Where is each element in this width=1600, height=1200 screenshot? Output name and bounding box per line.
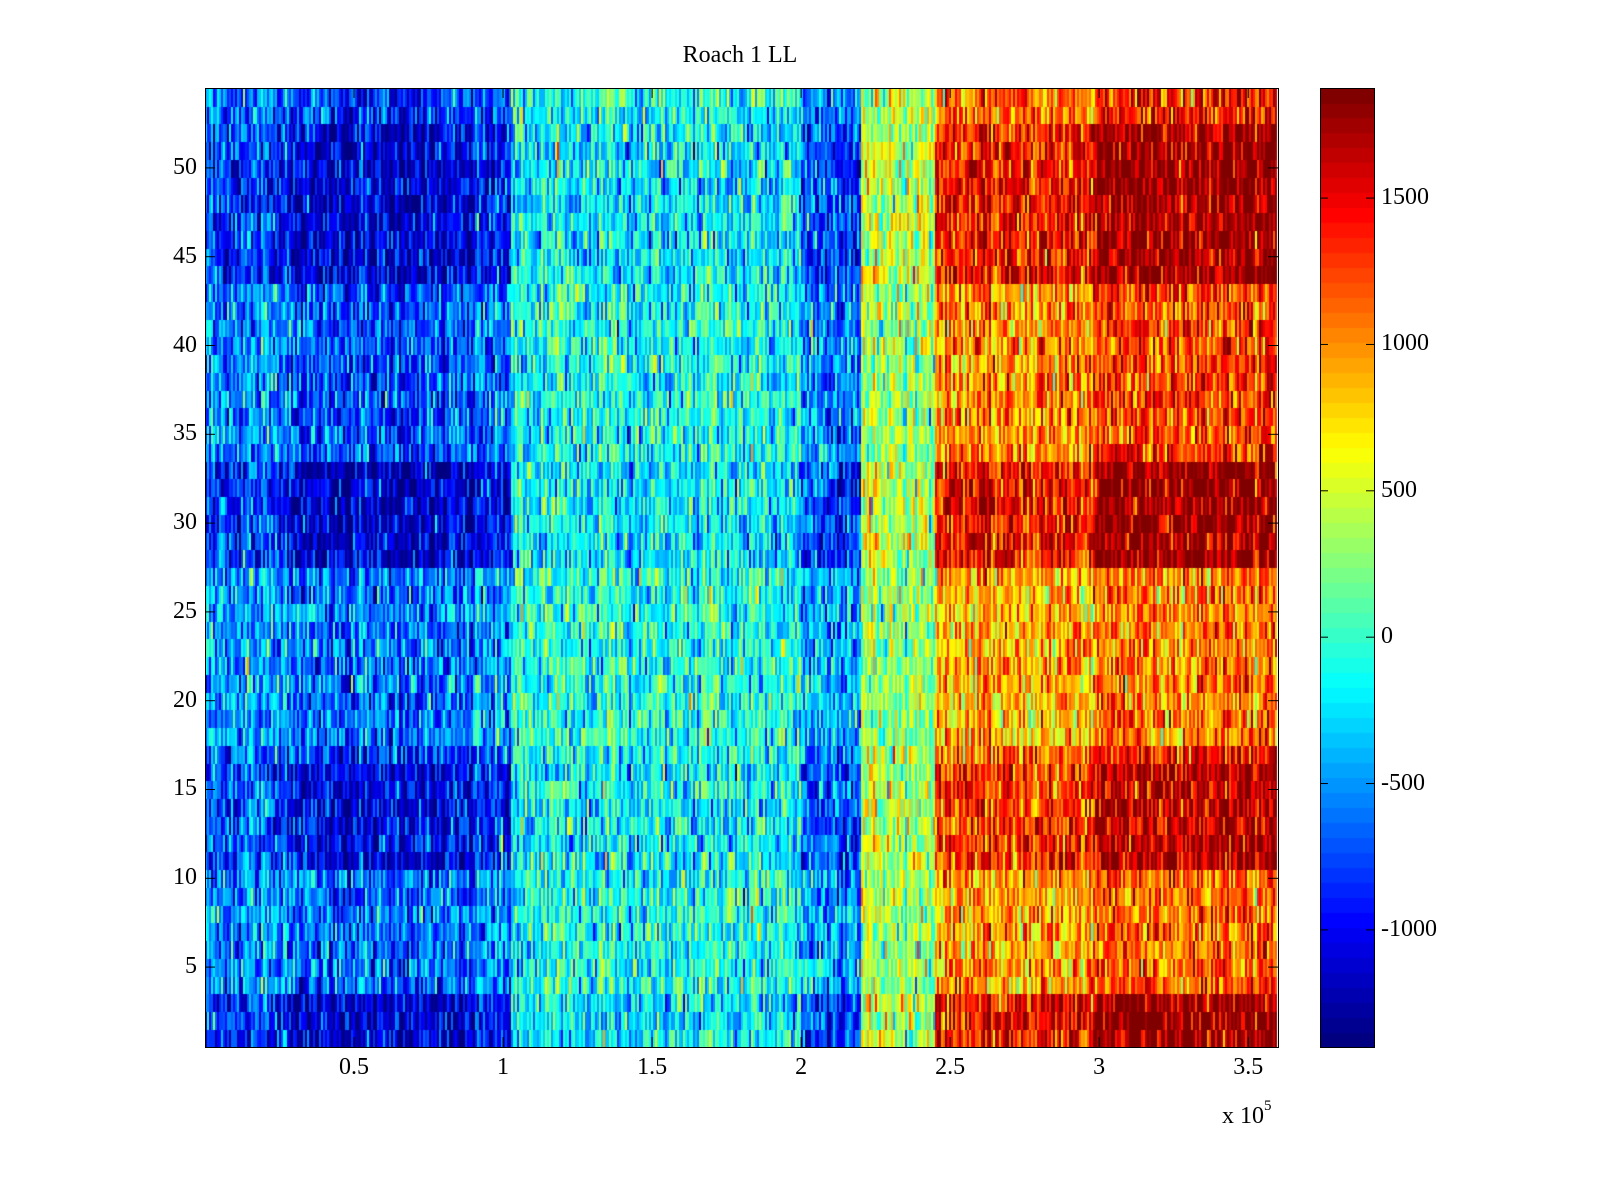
plot-frame (205, 88, 1279, 1048)
colorbar-frame (1320, 88, 1375, 1048)
colorbar-tick-label: 1500 (1381, 184, 1429, 211)
colorbar-tick-label: 500 (1381, 476, 1417, 503)
colorbar-tick-label: 1000 (1381, 330, 1429, 357)
y-tick-label: 45 (173, 242, 197, 269)
y-tick-label: 25 (173, 597, 197, 624)
x-tick-label: 3.5 (1233, 1054, 1264, 1080)
colorbar-tick-label: -1000 (1381, 915, 1437, 942)
x-tick-label: 2 (795, 1054, 808, 1080)
heatmap-cells (205, 88, 1278, 1047)
colorbar (1320, 88, 1374, 1047)
x-multiplier: x 105 (1222, 1098, 1272, 1130)
colorbar-tick-label: 0 (1381, 623, 1393, 650)
y-tick-label: 30 (173, 509, 197, 536)
y-tick-label: 20 (173, 686, 197, 713)
x-tick-label: 2.5 (935, 1054, 966, 1080)
x-multiplier-base: x 10 (1222, 1103, 1264, 1129)
y-tick-label: 15 (173, 775, 197, 802)
x-tick-label: 1 (497, 1054, 510, 1080)
x-tick-label: 3 (1093, 1054, 1106, 1080)
y-tick-label: 40 (173, 331, 197, 358)
x-tick-label: 1.5 (637, 1054, 668, 1080)
x-multiplier-exponent: 5 (1264, 1098, 1272, 1114)
y-tick-label: 35 (173, 420, 197, 447)
y-tick-label: 10 (173, 864, 197, 891)
x-tick-label: 0.5 (339, 1054, 370, 1080)
chart-title: Roach 1 LL (682, 42, 798, 68)
y-tick-label: 5 (185, 953, 197, 980)
y-tick-label: 50 (173, 153, 197, 180)
colorbar-tick-label: -500 (1381, 769, 1425, 796)
